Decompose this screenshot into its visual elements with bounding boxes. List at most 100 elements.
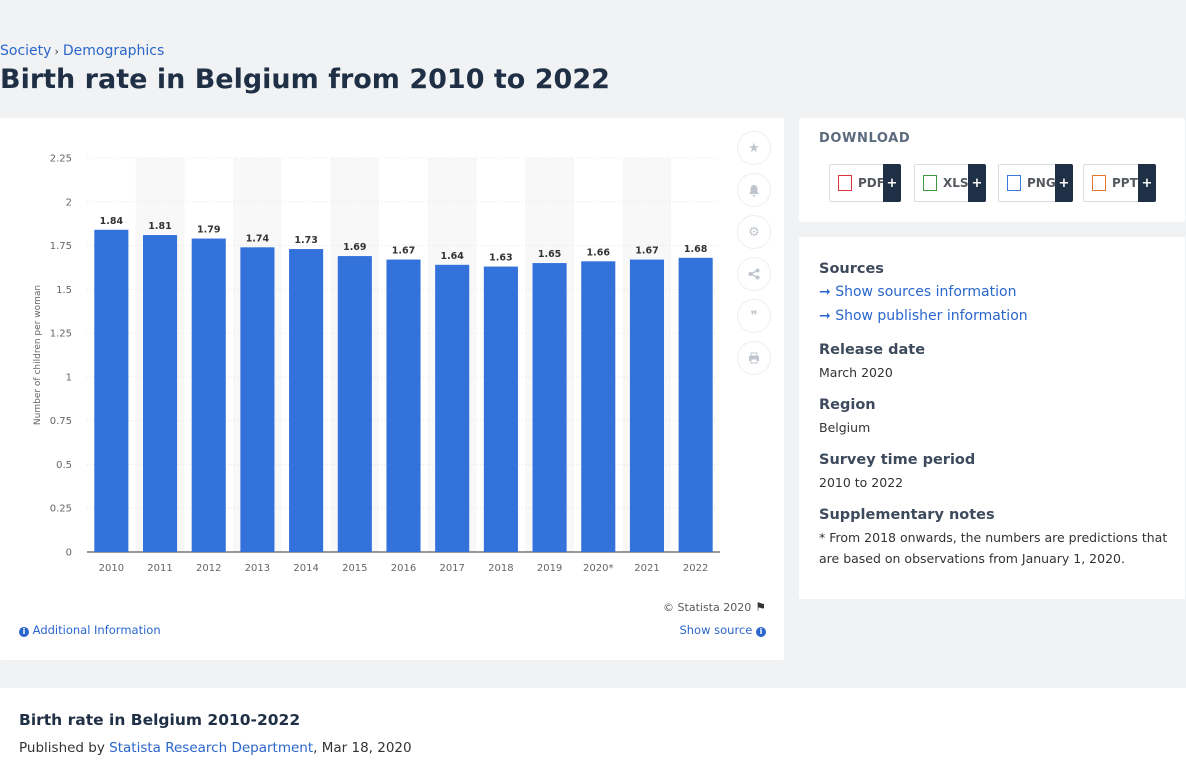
png-label: PNG [1027,176,1056,190]
show-sources-link[interactable]: ➞ Show sources information [819,284,1016,300]
ppt-file-icon [1092,175,1106,191]
show-publisher-label: Show publisher information [835,308,1028,324]
publication-card: Birth rate in Belgium 2010-2022 Publishe… [0,688,1186,760]
bell-icon[interactable] [737,173,771,207]
sources-heading: Sources [819,261,884,277]
region-value: Belgium [819,420,871,435]
arrow-right-icon: ➞ [819,308,831,324]
star-icon[interactable]: ★ [737,131,771,165]
data-label: 1.64 [440,251,464,262]
additional-info-label: Additional Information [32,623,161,637]
print-icon[interactable] [737,341,771,375]
info-icon: i [19,627,29,637]
arrow-right-icon: ➞ [819,284,831,300]
xls-label: XLS [943,176,969,190]
y-tick-label: 0.5 [56,460,72,471]
y-tick-label: 1.25 [50,329,72,340]
breadcrumb: Society › Demographics [0,43,164,59]
publication-meta: Published by Statista Research Departmen… [19,740,412,756]
y-axis-label: Number of children per woman [33,285,43,425]
data-label: 1.63 [489,253,512,264]
bar [337,256,372,552]
release-date-value: March 2020 [819,365,893,380]
bar [581,261,616,552]
y-tick-label: 2 [66,197,72,208]
breadcrumb-demographics[interactable]: Demographics [62,43,165,59]
flag-icon[interactable]: ⚑ [755,600,766,614]
x-tick-label: 2018 [488,563,513,574]
bar-chart: 0 0.25 0.5 0.75 1 1.25 1.5 1.75 2 2.25 Number of c… [33,154,720,574]
x-tick-label: 2014 [293,563,318,574]
gear-icon[interactable]: ⚙ [737,215,771,249]
show-source-link[interactable]: Show source i [679,623,766,637]
bar [142,235,178,552]
additional-info-link[interactable]: i Additional Information [19,623,161,637]
bar [629,259,665,552]
page-title: Birth rate in Belgium from 2010 to 2022 [0,64,610,95]
copyright-text: © Statista 2020 [663,601,752,614]
data-label: 1.67 [635,246,658,257]
x-tick-label: 2010 [99,563,124,574]
release-date-heading: Release date [819,342,926,358]
x-tick-label: 2020* [583,563,613,574]
download-png-button[interactable]: PNG + [998,164,1073,202]
x-tick-label: 2013 [245,563,270,574]
survey-period-heading: Survey time period [819,452,976,468]
x-tick-label: 2011 [147,563,172,574]
x-tick-label: 2022 [683,563,708,574]
plus-icon[interactable]: + [1055,164,1073,202]
y-tick-label: 1 [66,372,72,383]
ppt-label: PPT [1112,176,1138,190]
top-bar [0,0,1186,30]
survey-period-value: 2010 to 2022 [819,475,904,490]
data-label: 1.81 [148,221,171,232]
png-file-icon [1007,175,1021,191]
bar [678,257,713,552]
xls-file-icon [923,175,937,191]
download-card: DOWNLOAD PDF + XLS + PNG + PPT + [799,118,1185,222]
pdf-label: PDF [858,176,885,190]
download-ppt-button[interactable]: PPT + [1083,164,1156,202]
breadcrumb-society[interactable]: Society [0,43,52,59]
x-tick-label: 2012 [196,563,221,574]
pdf-file-icon [838,175,852,191]
plus-icon[interactable]: + [968,164,986,202]
supplementary-notes-heading: Supplementary notes [819,507,995,523]
chevron-right-icon: › [54,45,59,58]
x-tick-label: 2016 [391,563,416,574]
data-label: 1.66 [587,247,611,258]
y-tick-label: 0.75 [50,416,72,427]
plus-icon[interactable]: + [883,164,901,202]
chart-card: 0 0.25 0.5 0.75 1 1.25 1.5 1.75 2 2.25 Number of c… [0,118,784,660]
bar [483,266,518,552]
published-by-label: Published by [19,740,105,756]
bar [289,249,324,552]
show-publisher-link[interactable]: ➞ Show publisher information [819,308,1028,324]
data-label: 1.69 [343,242,366,253]
x-tick-label: 2021 [634,563,659,574]
download-xls-button[interactable]: XLS + [914,164,986,202]
bar [532,263,567,552]
bar [240,247,275,552]
y-tick-label: 0 [66,548,72,559]
y-tick-label: 2.25 [50,154,72,165]
publication-title: Birth rate in Belgium 2010-2022 [19,711,301,729]
share-icon[interactable] [737,257,771,291]
data-label: 1.84 [100,216,124,227]
supplementary-notes-value: * From 2018 onwards, the numbers are pre… [819,530,1168,566]
author-link[interactable]: Statista Research Department [109,740,314,756]
data-label: 1.65 [538,249,561,260]
data-label: 1.68 [684,244,708,255]
x-tick-label: 2015 [342,563,367,574]
data-label: 1.67 [392,246,415,257]
plus-icon[interactable]: + [1138,164,1156,202]
bar [435,264,470,552]
chart-tools: ★ ⚙ ❞ [737,131,773,383]
bar [191,238,226,552]
download-title: DOWNLOAD [819,131,911,146]
download-pdf-button[interactable]: PDF + [829,164,901,202]
statistic-details-card: Sources ➞ Show sources information ➞ Sho… [799,237,1185,599]
quote-icon[interactable]: ❞ [737,299,771,333]
info-icon: i [756,627,766,637]
bar [386,259,421,552]
